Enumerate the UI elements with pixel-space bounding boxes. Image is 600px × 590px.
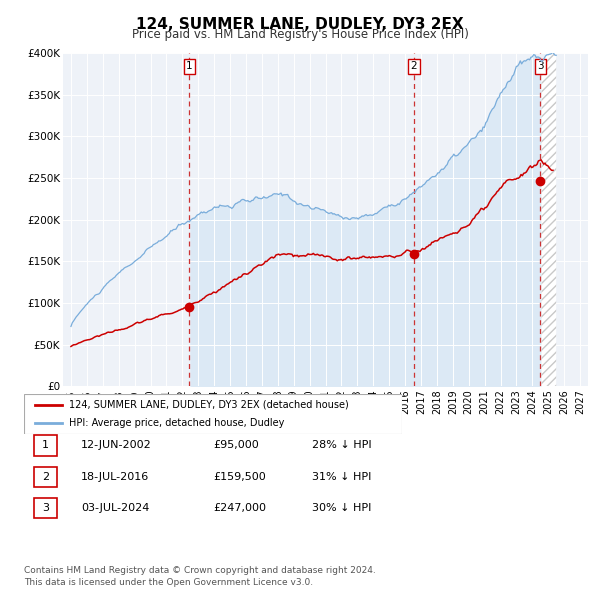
Text: 12-JUN-2002: 12-JUN-2002	[81, 441, 152, 450]
Text: 28% ↓ HPI: 28% ↓ HPI	[312, 441, 371, 450]
Text: 03-JUL-2024: 03-JUL-2024	[81, 503, 149, 513]
Text: 31% ↓ HPI: 31% ↓ HPI	[312, 472, 371, 481]
Text: HPI: Average price, detached house, Dudley: HPI: Average price, detached house, Dudl…	[70, 418, 285, 428]
Text: 3: 3	[42, 503, 49, 513]
Text: 2: 2	[42, 472, 49, 481]
Text: 124, SUMMER LANE, DUDLEY, DY3 2EX (detached house): 124, SUMMER LANE, DUDLEY, DY3 2EX (detac…	[70, 400, 349, 410]
Text: Contains HM Land Registry data © Crown copyright and database right 2024.
This d: Contains HM Land Registry data © Crown c…	[24, 566, 376, 587]
Text: 124, SUMMER LANE, DUDLEY, DY3 2EX: 124, SUMMER LANE, DUDLEY, DY3 2EX	[136, 17, 464, 31]
Text: £247,000: £247,000	[213, 503, 266, 513]
Text: 1: 1	[186, 61, 193, 71]
Text: 30% ↓ HPI: 30% ↓ HPI	[312, 503, 371, 513]
Text: £159,500: £159,500	[213, 472, 266, 481]
Text: Price paid vs. HM Land Registry's House Price Index (HPI): Price paid vs. HM Land Registry's House …	[131, 28, 469, 41]
Text: 2: 2	[410, 61, 417, 71]
Text: 3: 3	[537, 61, 544, 71]
Text: 1: 1	[42, 441, 49, 450]
Text: £95,000: £95,000	[213, 441, 259, 450]
Text: 18-JUL-2016: 18-JUL-2016	[81, 472, 149, 481]
